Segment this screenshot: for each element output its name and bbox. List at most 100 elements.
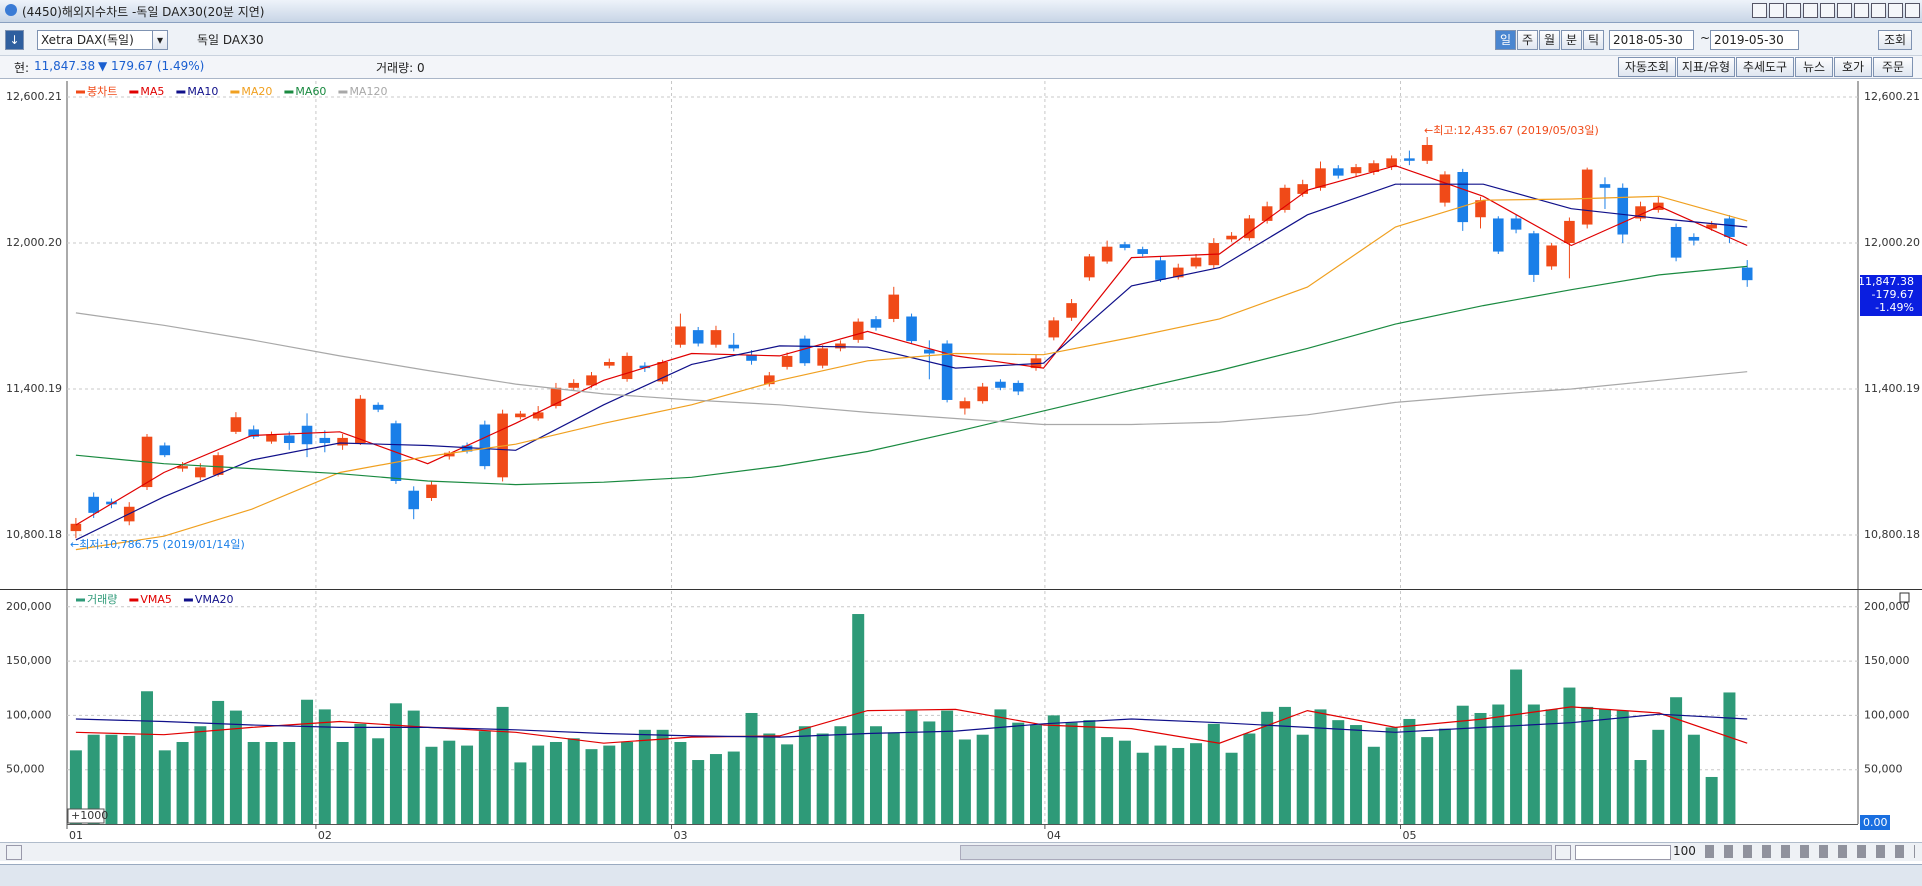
candle-body [319,437,331,444]
candle-body [1119,244,1131,248]
y-tick-label: 150,000 [6,654,52,667]
volume-bar [1421,737,1434,824]
legend-label: VMA20 [195,593,234,606]
candle-body [1332,168,1344,176]
pane-icon[interactable] [1899,592,1910,603]
candle-body [1546,245,1557,267]
status-bar [0,864,1922,886]
candle-body [835,343,846,349]
query-button[interactable]: 조회 [1878,30,1912,50]
volume-info: 거래량: 0 [376,61,425,75]
volume-bar [994,709,1007,824]
price-change: ▼ 179.67 (1.49%) [98,59,205,73]
candle-body [1741,267,1753,281]
tool-icon[interactable] [1769,3,1784,18]
volume-bar [265,741,278,824]
action-button[interactable]: 주문 [1873,57,1913,77]
volume-bar [1136,752,1149,824]
period-button[interactable]: 월 [1539,30,1560,50]
volume-bar [141,691,154,824]
scroll-left[interactable] [6,845,22,860]
candle-body [479,424,491,467]
candle-body [550,387,562,407]
action-button[interactable]: 추세도구 [1736,57,1794,77]
candle-body [1635,206,1646,219]
tool-icon[interactable] [1803,3,1818,18]
y-tick-label-right: 150,000 [1864,654,1910,667]
legend-label: MA120 [349,85,387,98]
volume-bar [1670,697,1683,824]
volume-bar [247,741,260,824]
candle-body [1404,158,1415,161]
candle-body [1599,184,1611,188]
period-button[interactable]: 분 [1561,30,1582,50]
volume-bar [1581,706,1594,824]
period-button[interactable]: 틱 [1583,30,1604,50]
end-date[interactable]: 2019-05-30 [1710,30,1799,50]
maximize-button[interactable] [1888,3,1903,18]
volume-bar [407,710,420,824]
candle-body [692,330,704,344]
candle-body [248,429,259,437]
scale-label: +1000 [71,809,108,822]
playback-controls[interactable] [1705,845,1915,858]
candle-body [657,362,668,382]
candle-body [1528,233,1540,275]
minimize-button[interactable] [1871,3,1886,18]
candle-body [1012,382,1024,392]
candle-body [426,484,437,499]
scroll-right[interactable] [1555,845,1571,860]
legend-label: 거래량 [87,593,117,606]
volume-bar [674,741,687,824]
legend-label: MA10 [187,85,218,98]
candle-body [1172,267,1184,278]
moving-average [75,706,1748,744]
tool-icon[interactable] [1837,3,1852,18]
period-button[interactable]: 주 [1517,30,1538,50]
volume-bar [1261,711,1274,824]
candle-body [906,316,917,342]
tool-icon[interactable] [1752,3,1767,18]
volume-bar [372,738,385,824]
candle-body [1048,320,1060,338]
volume-bar [461,745,474,824]
symbol-select[interactable]: Xetra DAX(독일) [37,30,159,50]
candle-body [1386,158,1397,168]
candle-body [1457,171,1469,223]
volume-bar [123,735,136,824]
close-button[interactable] [1905,3,1920,18]
scroll-thumb[interactable] [960,845,1552,860]
help-button[interactable] [1854,3,1869,18]
dropdown-button[interactable]: ↓ [5,30,24,50]
date-separator: ~ [1700,31,1711,45]
volume-bar [923,721,936,824]
current-price: 11,847.38 [34,59,96,73]
action-button[interactable]: 뉴스 [1795,57,1833,77]
candle-body [1315,168,1326,188]
legend-label: MA60 [295,85,326,98]
volume-bar [318,709,331,824]
annotation: ←최고:12,435.67 (2019/05/03일) [1424,123,1599,137]
volume-bar [478,731,491,824]
volume-bar [1385,727,1398,824]
last-volume-box [1860,815,1890,830]
volume-bar [781,744,794,824]
candle-body [568,382,580,388]
period-button[interactable]: 일 [1495,30,1516,50]
start-date[interactable]: 2018-05-30 [1609,30,1694,50]
last-volume-label: 0.00 [1863,816,1888,829]
action-button[interactable]: 호가 [1834,57,1872,77]
zoom-slider[interactable] [1575,845,1671,860]
tool-icon[interactable] [1820,3,1835,18]
candle-body [799,338,811,364]
y-tick-label-right: 200,000 [1864,600,1910,613]
candle-body [870,319,882,328]
candle-body [1261,206,1273,221]
action-button[interactable]: 자동조회 [1618,57,1676,77]
select-arrow[interactable]: ▾ [152,30,168,50]
volume-bar [745,712,758,824]
volume-bar [727,751,740,824]
tool-icon[interactable] [1786,3,1801,18]
volume-bar [354,723,367,824]
action-button[interactable]: 지표/유형 [1677,57,1735,77]
